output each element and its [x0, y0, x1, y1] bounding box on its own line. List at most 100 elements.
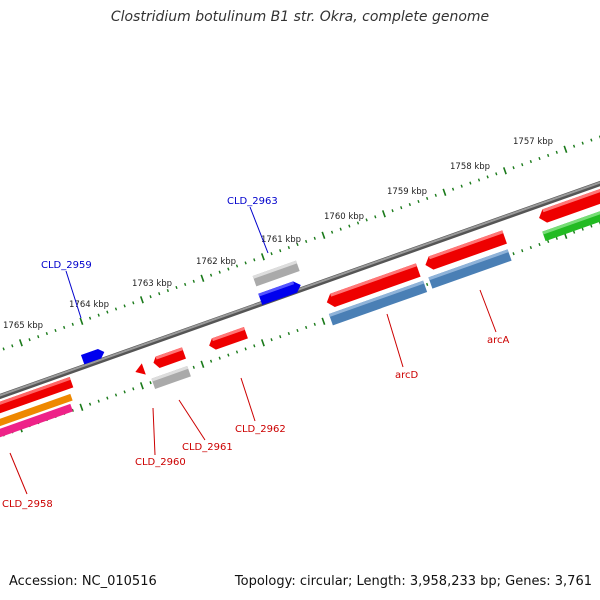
outer-scale-minor-tick — [175, 285, 178, 290]
gene-label-arcd[interactable]: arcD — [395, 370, 419, 381]
inner-scale-minor-tick — [529, 246, 532, 250]
gene-arrow-cld2959[interactable] — [80, 347, 106, 365]
outer-scale-minor-tick — [408, 203, 411, 207]
outer-scale-minor-tick — [330, 230, 334, 234]
inner-scale-minor-tick — [106, 396, 109, 400]
outer-scale-minor-tick — [348, 224, 351, 228]
inner-tick-track — [2, 221, 600, 437]
outer-scale-minor-tick — [235, 264, 239, 268]
tick-label-1765: 1765 kbp — [3, 321, 43, 331]
outer-scale-major-tick — [442, 188, 447, 196]
inner-scale-minor-tick — [97, 399, 100, 403]
gene-arrow-cld2958-a[interactable] — [0, 376, 74, 417]
gene-arrow-cld2958-b[interactable] — [0, 393, 73, 430]
gene-arrow-cld2961-red[interactable] — [152, 347, 186, 369]
tick-label-1757: 1757 kbp — [513, 137, 553, 147]
gene-arrow-arcd[interactable] — [328, 280, 428, 326]
gene-label-cld2958[interactable]: CLD_2958 — [2, 499, 53, 510]
gene-arrow-arcd-red[interactable] — [324, 263, 421, 309]
inner-scale-major-tick — [200, 360, 205, 368]
inner-scale-minor-tick — [244, 347, 247, 351]
outer-scale-minor-tick — [158, 292, 161, 296]
outer-scale-minor-tick — [166, 289, 169, 293]
tick-labels: 1765 kbp 1764 kbp 1763 kbp 1762 kbp 1761… — [3, 137, 553, 331]
gene-label-cld2960[interactable]: CLD_2960 — [135, 457, 186, 468]
outer-scale-minor-tick — [253, 258, 256, 262]
outer-scale-minor-tick — [365, 218, 368, 222]
gene-arrow-arca-red[interactable] — [423, 230, 507, 271]
outer-scale-major-tick — [321, 231, 326, 239]
outer-scale-minor-tick — [45, 332, 48, 336]
inner-scale-minor-tick — [287, 332, 290, 336]
outer-scale-minor-tick — [477, 178, 481, 182]
outer-scale-major-tick — [381, 210, 386, 218]
gene-arrow-cld2960[interactable] — [133, 363, 146, 377]
gene-arrow-cld2958-c[interactable] — [0, 403, 73, 441]
outer-scale-minor-tick — [356, 221, 360, 225]
inner-scale-minor-tick — [279, 335, 282, 339]
inner-scale-major-tick — [139, 382, 144, 390]
inner-scale-minor-tick — [192, 365, 195, 369]
gene-label-arca[interactable]: arcA — [487, 335, 510, 346]
outer-scale-minor-tick — [123, 304, 126, 308]
gene-arrow-cld2962[interactable] — [207, 327, 248, 351]
outer-scale-minor-tick — [184, 282, 187, 286]
outer-scale-minor-tick — [227, 267, 230, 271]
outer-scale-major-tick — [260, 253, 265, 261]
inner-scale-minor-tick — [512, 252, 515, 256]
inner-scale-minor-tick — [270, 338, 273, 342]
outer-scale-minor-tick — [460, 184, 463, 188]
outer-scale-minor-tick — [71, 322, 74, 326]
gene-arrow-right-green[interactable] — [542, 208, 600, 242]
genome-backbone — [0, 180, 600, 400]
outer-scale-minor-tick — [287, 246, 290, 250]
gene-arrow-cld2963-grey[interactable] — [252, 260, 300, 287]
outer-scale-major-tick — [502, 167, 507, 175]
inner-scale-major-tick — [260, 339, 265, 347]
outer-scale-minor-tick — [547, 153, 550, 157]
outer-scale-minor-tick — [495, 172, 498, 176]
outer-scale-minor-tick — [400, 206, 403, 210]
outer-scale-minor-tick — [244, 261, 247, 265]
gene-arrow-right-red[interactable] — [537, 186, 600, 225]
label-leader-lines — [9, 206, 497, 495]
tick-label-1760: 1760 kbp — [324, 212, 364, 222]
outer-scale-minor-tick — [28, 338, 31, 342]
outer-scale-minor-tick — [313, 236, 316, 240]
outer-scale-minor-tick — [296, 242, 299, 247]
outer-scale-minor-tick — [218, 270, 221, 274]
gene-arrow-cld2963[interactable] — [258, 279, 303, 305]
outer-scale-minor-tick — [192, 279, 195, 283]
outer-scale-major-tick — [200, 274, 205, 282]
outer-scale-minor-tick — [374, 215, 377, 219]
inner-scale-minor-tick — [538, 242, 541, 247]
gene-label-cld2959[interactable]: CLD_2959 — [41, 260, 92, 271]
outer-scale-minor-tick — [538, 156, 541, 161]
inner-scale-minor-tick — [235, 350, 239, 354]
gene-arrow-arca[interactable] — [428, 249, 512, 289]
gene-arrow-cld2961[interactable] — [151, 365, 191, 389]
outer-scale-minor-tick — [581, 141, 584, 145]
inner-scale-minor-tick — [555, 236, 558, 240]
inner-scale-minor-tick — [547, 239, 550, 243]
inner-scale-minor-tick — [132, 387, 135, 391]
outer-scale-minor-tick — [417, 199, 420, 204]
tick-label-1759: 1759 kbp — [387, 187, 427, 197]
inner-scale-major-tick — [79, 403, 84, 411]
gene-label-cld2963[interactable]: CLD_2963 — [227, 196, 278, 207]
outer-scale-minor-tick — [572, 144, 576, 148]
gene-label-cld2961[interactable]: CLD_2961 — [182, 442, 233, 453]
gene-label-cld2962[interactable]: CLD_2962 — [235, 424, 286, 435]
topology-text: Topology: circular; Length: 3,958,233 bp… — [234, 574, 592, 589]
outer-scale-minor-tick — [106, 310, 109, 314]
inner-scale-minor-tick — [305, 325, 308, 329]
outer-scale-major-tick — [18, 339, 23, 347]
outer-scale-major-tick — [563, 145, 568, 153]
outer-scale-minor-tick — [391, 209, 394, 213]
outer-scale-minor-tick — [590, 138, 593, 142]
map-title: Clostridium botulinum B1 str. Okra, comp… — [110, 9, 490, 25]
outer-scale-minor-tick — [426, 196, 429, 200]
tick-label-1758: 1758 kbp — [450, 162, 490, 172]
outer-scale-minor-tick — [486, 175, 489, 179]
